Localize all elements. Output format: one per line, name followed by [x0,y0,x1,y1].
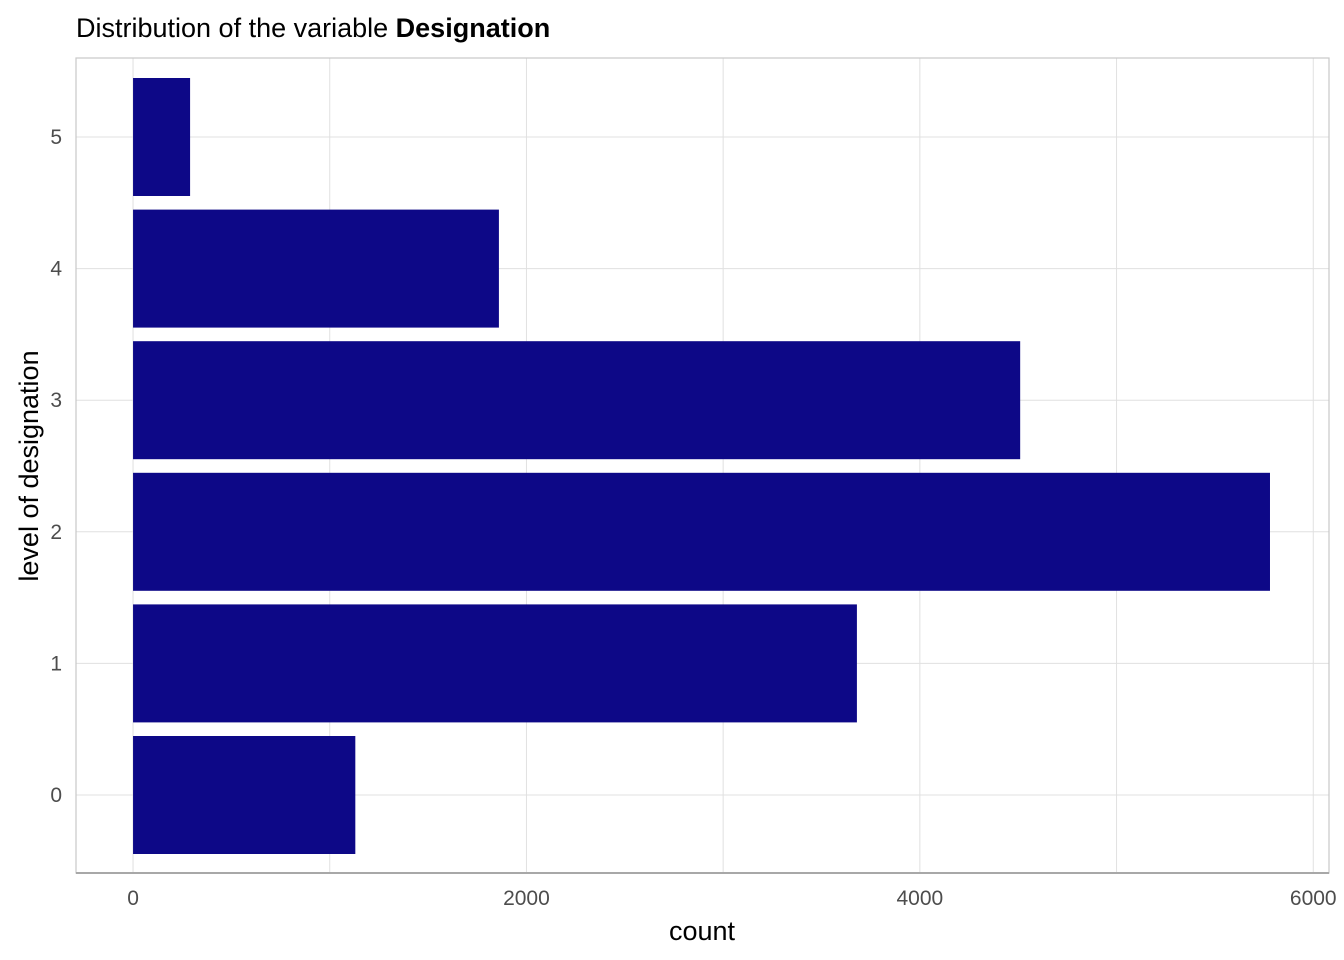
x-tick-labels: 0 2000 4000 6000 [127,887,1336,910]
y-tick-label: 4 [50,258,62,281]
bar-2 [133,472,1270,591]
x-tick-label: 0 [127,887,139,910]
bar-4 [133,209,499,328]
y-tick-labels: 0 1 2 3 4 5 [50,126,62,807]
y-axis-title: level of designation [14,350,44,581]
y-tick-label: 5 [50,126,62,149]
chart-title-prefix: Distribution of the variable [76,13,396,43]
chart-title-emphasis: Designation [396,13,551,43]
bar-5 [133,78,191,196]
bar-0 [133,736,356,854]
x-tick-label: 4000 [896,887,943,910]
bar-3 [133,341,1021,460]
x-tick-label: 6000 [1290,887,1337,910]
y-tick-label: 3 [50,389,62,412]
x-tick-label: 2000 [503,887,550,910]
chart-title: Distribution of the variable Designation [76,13,550,43]
bars [133,78,1270,854]
y-tick-label: 1 [50,652,62,675]
x-axis-title: count [669,916,736,946]
bar-1 [133,604,857,723]
y-tick-label: 0 [50,784,62,807]
y-tick-label: 2 [50,521,62,544]
